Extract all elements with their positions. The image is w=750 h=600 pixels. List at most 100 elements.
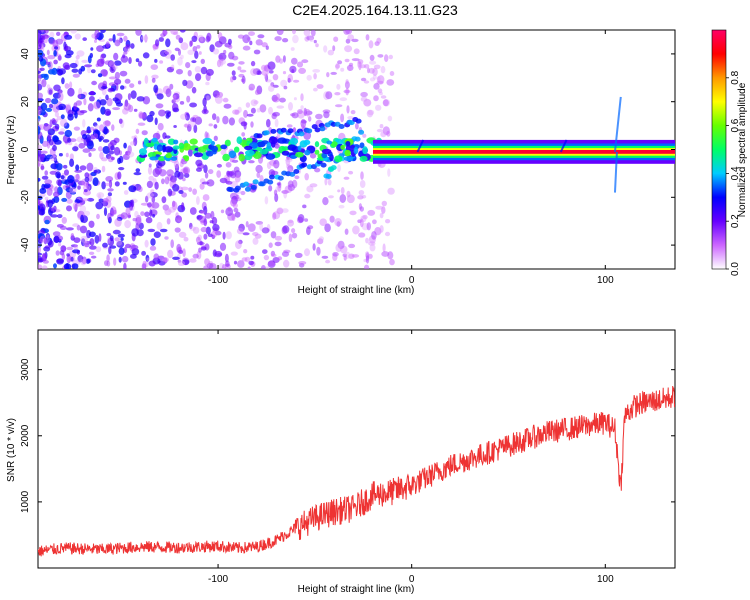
spectrogram-speckle	[94, 234, 100, 244]
spectrogram-speckle	[337, 164, 341, 173]
spectrogram-speckle	[103, 120, 111, 127]
spectrogram-speckle	[266, 161, 272, 170]
spectrogram-speckle	[185, 113, 190, 121]
spectrogram-speckle	[315, 43, 319, 48]
spectrogram-speckle	[38, 92, 43, 99]
spectrogram-speckle	[216, 116, 220, 124]
spectrogram-speckle	[237, 66, 242, 71]
spectrogram-speckle	[141, 130, 148, 136]
spectrogram-speckle	[130, 90, 137, 99]
spectrogram-speckle	[289, 65, 297, 74]
spectrogram-speckle	[61, 253, 66, 260]
spectrogram-streak	[358, 129, 365, 135]
spectrogram-speckle	[183, 236, 189, 242]
spectrogram-speckle	[120, 55, 129, 63]
spectrogram-speckle	[147, 166, 153, 175]
spectrogram-speckle	[105, 182, 112, 187]
spectrogram-speckle	[114, 39, 121, 47]
spectrogram-speckle	[245, 221, 249, 228]
spectrogram-speckle	[349, 210, 357, 216]
spectrogram-blob	[244, 145, 253, 151]
spectrogram-speckle	[69, 158, 75, 167]
spectrogram-speckle	[369, 244, 376, 252]
spectrogram-streak	[306, 128, 313, 134]
spectrogram-speckle	[42, 43, 46, 48]
spectrogram-speckle	[108, 76, 117, 80]
spectrogram-speckle	[359, 206, 364, 212]
spectrogram-speckle	[218, 58, 226, 65]
spectrogram-speckle	[125, 44, 131, 49]
spectrogram-speckle	[214, 95, 223, 104]
spectrogram-speckle	[366, 109, 374, 118]
spectrogram-speckle	[224, 253, 229, 263]
spectrogram-speckle	[38, 233, 45, 240]
spectrogram-speckle	[91, 255, 97, 259]
spectrogram-blob	[151, 137, 158, 143]
spectrogram-speckle	[312, 243, 316, 251]
spectrogram-speckle	[167, 249, 174, 259]
spectrogram-speckle	[265, 45, 269, 50]
spectrogram-speckle	[272, 111, 280, 117]
spectrogram-speckle	[288, 102, 293, 111]
spectrogram-speckle	[45, 154, 54, 160]
spectrogram-speckle	[380, 65, 386, 74]
spectrogram-speckle	[348, 243, 356, 249]
spectrogram-speckle	[116, 240, 123, 246]
spectrogram-speckle	[38, 115, 41, 122]
spectrogram-speckle	[367, 209, 376, 216]
spectrogram-speckle	[93, 101, 101, 110]
spectrogram-speckle	[63, 263, 72, 269]
spectrogram-speckle	[343, 176, 350, 180]
colorbar-tick-label: 0.2	[730, 214, 741, 228]
spectrogram-speckle	[91, 80, 97, 86]
spectrogram-speckle	[61, 77, 65, 85]
spectrogram-speckle	[345, 79, 349, 84]
spectrogram-speckle	[65, 50, 74, 56]
spectrogram-speckle	[94, 39, 97, 43]
spectrogram-speckle	[346, 190, 351, 198]
spectrogram-streak	[301, 162, 308, 168]
spectrogram-speckle	[133, 108, 138, 112]
spectrogram-speckle	[58, 242, 62, 247]
spectrogram-speckle	[79, 225, 88, 234]
spectrogram-speckle	[263, 254, 270, 261]
spectrogram-speckle	[338, 204, 345, 209]
spectrogram-speckle	[147, 228, 156, 233]
spectrogram-speckle	[61, 197, 68, 202]
spectrogram-speckle	[66, 254, 72, 264]
spectrogram-speckle	[382, 99, 389, 107]
spectrogram-speckle	[242, 34, 251, 44]
spectrogram-speckle	[39, 67, 45, 72]
spectrogram-speckle	[38, 125, 41, 135]
spectrogram-speckle	[123, 262, 127, 269]
spectrogram-y-tick-label: -20	[20, 190, 31, 205]
spectrogram-speckle	[151, 202, 160, 209]
spectrogram-streak	[319, 126, 326, 132]
spectrogram-speckle	[53, 191, 60, 198]
spectrogram-speckle	[265, 74, 269, 82]
spectrogram-speckle	[272, 84, 279, 88]
spectrogram-speckle	[158, 169, 167, 177]
spectrogram-speckle	[172, 93, 180, 100]
spectrogram-speckle	[58, 103, 66, 111]
spectrogram-speckle	[79, 110, 88, 114]
spectrogram-speckle	[171, 201, 178, 211]
spectrogram-speckle	[230, 251, 238, 256]
spectrogram-streak	[256, 133, 263, 139]
spectrogram-speckle	[70, 191, 77, 195]
spectrogram-speckle	[93, 170, 98, 173]
spectrogram-speckle	[176, 68, 183, 75]
spectrogram-blob	[167, 138, 176, 145]
spectrogram-speckle	[254, 89, 260, 96]
spectrogram-speckle	[53, 196, 60, 203]
spectrogram-speckle	[358, 232, 366, 238]
spectrogram-speckle	[138, 60, 143, 67]
spectrogram-speckle	[96, 45, 104, 52]
spectrogram-speckle	[340, 187, 345, 195]
spectrogram-speckle	[40, 102, 48, 111]
spectrogram-speckle	[112, 97, 119, 102]
spectrogram-speckle	[304, 218, 309, 222]
spectrogram-speckle	[60, 175, 65, 180]
spectrogram-speckle	[292, 34, 299, 44]
spectrogram-speckle	[75, 173, 80, 180]
